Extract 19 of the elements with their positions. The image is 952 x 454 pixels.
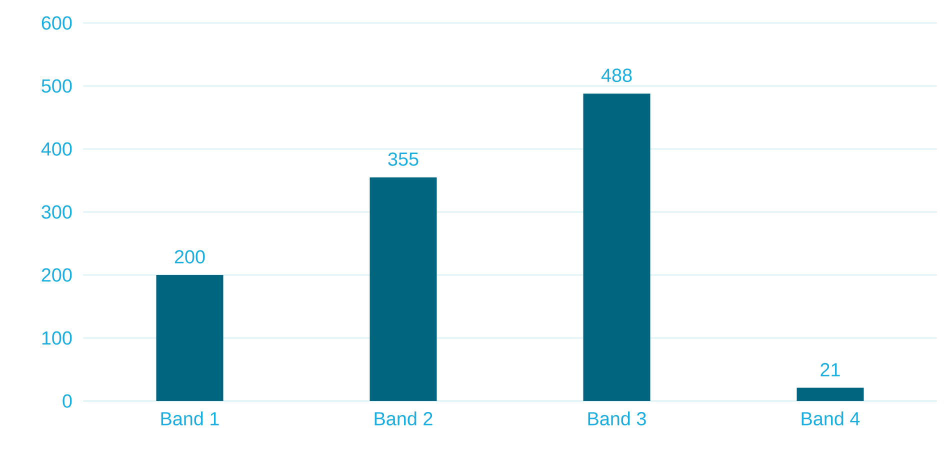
- data-label: 355: [388, 152, 418, 166]
- x-tick-label: Band 2: [374, 412, 432, 426]
- data-label: 488: [601, 68, 632, 82]
- y-tick-label: 500: [42, 79, 72, 93]
- bar: [796, 388, 864, 401]
- y-tick-label: 300: [42, 205, 72, 219]
- x-tick-label: Band 4: [802, 412, 860, 426]
- data-label: 21: [820, 363, 840, 376]
- y-tick-label: 200: [42, 268, 72, 282]
- x-tick-label: Band 1: [161, 412, 219, 426]
- data-label: 200: [174, 250, 205, 264]
- y-tick-label: 600: [42, 16, 72, 30]
- bar: [370, 177, 437, 401]
- y-tick-label: 100: [42, 331, 72, 345]
- y-tick-label: 400: [41, 142, 72, 156]
- x-tick-label: Band 3: [588, 412, 646, 426]
- bar: [583, 94, 650, 401]
- y-tick-label: 0: [62, 394, 72, 408]
- bar: [156, 275, 224, 401]
